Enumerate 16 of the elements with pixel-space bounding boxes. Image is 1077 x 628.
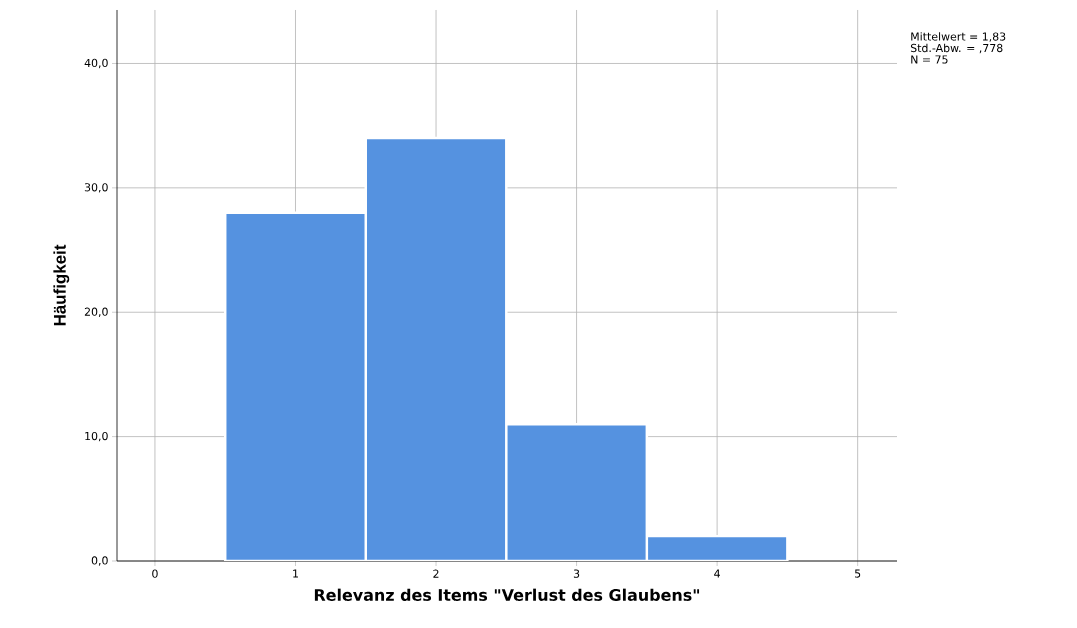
y-tick-label: 40,0 — [84, 58, 108, 69]
text: N = 75 — [911, 55, 948, 64]
x-tick-label: 2 — [433, 569, 439, 578]
y-tick-label: 20,0 — [84, 307, 108, 317]
y-tick-label: 10,0 — [85, 431, 108, 442]
x-axis-title: Relevanz des Items "Verlust des Glaubens" — [314, 588, 700, 601]
text: Mittelwert = 1,83 — [911, 32, 1006, 42]
x-tick-label: 3 — [573, 569, 580, 578]
y-tick-label: 30,0 — [84, 183, 108, 193]
y-axis-title: Häufigkeit — [53, 244, 70, 326]
y-tick-label: 0,0 — [91, 556, 108, 566]
text: Std.-Abw. = ,778 — [910, 43, 1003, 54]
x-tick-label: 0 — [152, 569, 158, 578]
x-tick-label: 5 — [855, 569, 861, 578]
x-tick-label: 4 — [714, 569, 720, 578]
x-tick-label: 1 — [293, 569, 298, 578]
